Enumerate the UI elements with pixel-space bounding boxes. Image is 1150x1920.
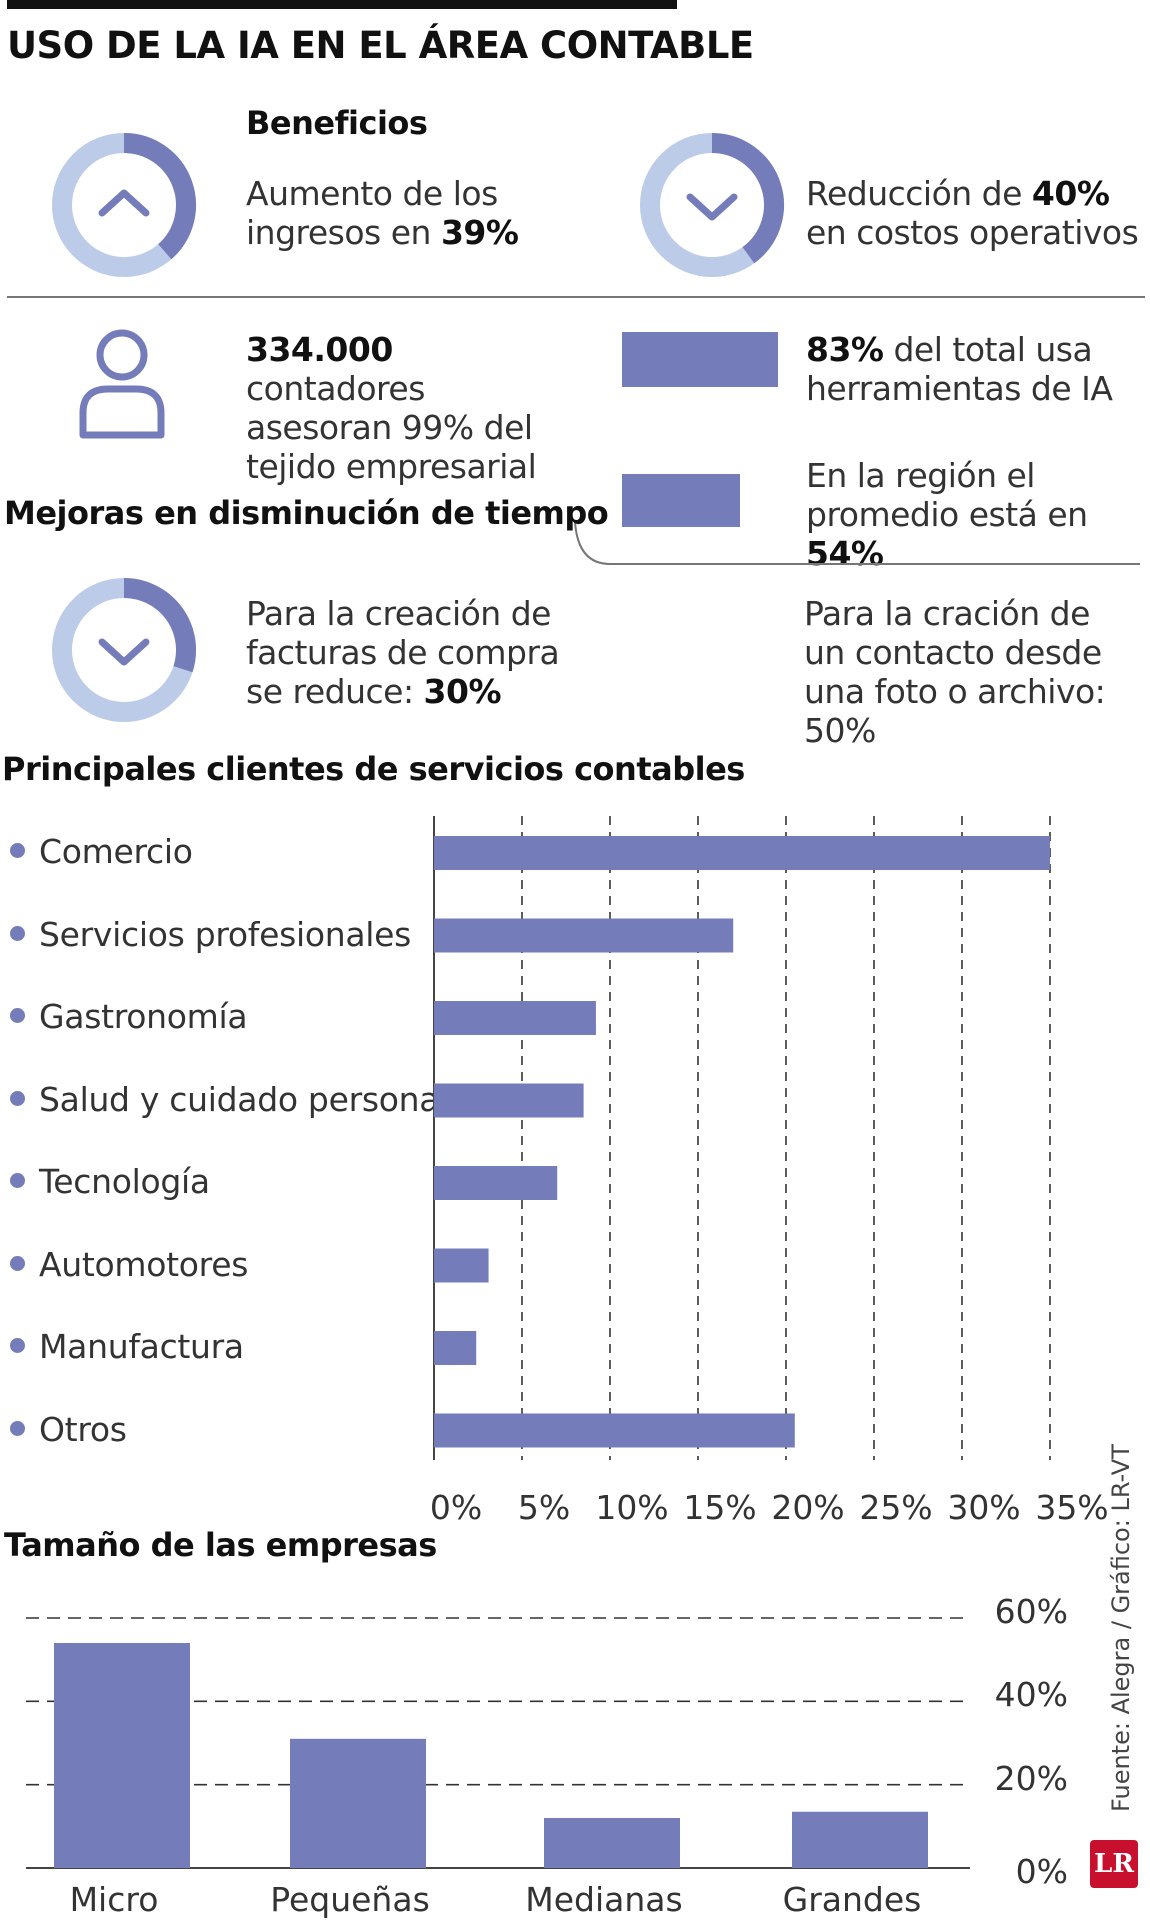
clients-bar — [434, 1331, 477, 1365]
page-title: USO DE LA IA EN EL ÁREA CONTABLE — [7, 24, 754, 67]
usage-region-bar — [622, 474, 740, 527]
size-category-label: Medianas — [525, 1880, 683, 1919]
clients-x-tick: 20% — [771, 1488, 845, 1527]
invoices-ring-icon — [52, 578, 197, 722]
title-rule — [7, 0, 677, 9]
bullet-dot-icon — [10, 925, 25, 941]
clients-x-tick: 30% — [947, 1488, 1021, 1527]
size-bar — [544, 1818, 680, 1868]
clients-category-label: Comercio — [10, 832, 193, 871]
size-y-tick: 0% — [1015, 1852, 1068, 1891]
clients-category-text: Manufactura — [39, 1327, 244, 1366]
clients-chart-title: Principales clientes de servicios contab… — [2, 750, 745, 788]
clients-category-label: Manufactura — [10, 1327, 244, 1366]
clients-x-tick: 10% — [595, 1488, 669, 1527]
clients-category-label: Tecnología — [10, 1162, 210, 1201]
clients-x-tick: 0% — [429, 1488, 483, 1527]
bullet-dot-icon — [10, 1255, 25, 1271]
clients-category-label: Gastronomía — [10, 997, 248, 1036]
costs-text: Reducción de 40% en costos operativos — [806, 174, 1139, 252]
clients-x-tick: 25% — [859, 1488, 933, 1527]
size-chart-title: Tamaño de las empresas — [4, 1526, 437, 1564]
size-category-label: Grandes — [782, 1880, 922, 1919]
lr-logo: LR — [1090, 1840, 1138, 1888]
bullet-dot-icon — [10, 1173, 25, 1188]
benefits-heading: Beneficios — [246, 104, 428, 142]
size-bar — [54, 1643, 190, 1868]
clients-category-label: Otros — [10, 1410, 127, 1449]
clients-x-tick: 5% — [517, 1488, 571, 1527]
income-ring-icon — [52, 133, 197, 277]
clients-category-label: Automotores — [10, 1245, 248, 1284]
chevron-up-icon — [98, 189, 150, 217]
clients-x-tick: 15% — [683, 1488, 757, 1527]
size-y-tick: 60% — [994, 1592, 1068, 1631]
size-category-label: Micro — [69, 1880, 159, 1919]
clients-category-text: Otros — [39, 1409, 127, 1449]
clients-category-text: Servicios profesionales — [39, 914, 412, 954]
usage-bracket-line — [574, 521, 1140, 565]
clients-bar-chart — [433, 816, 1051, 1460]
usage-total-bar — [622, 332, 779, 387]
accountants-text: 334.000 contadores asesoran 99% del teji… — [246, 330, 537, 486]
clients-bar — [434, 1083, 584, 1118]
clients-category-text: Salud y cuidado personal — [39, 1079, 449, 1119]
bullet-dot-icon — [10, 1008, 25, 1023]
section-divider — [7, 296, 1145, 298]
clients-bar — [434, 1166, 558, 1200]
clients-category-text: Comercio — [39, 832, 193, 871]
size-y-tick: 40% — [994, 1675, 1068, 1715]
chevron-down-icon — [98, 638, 150, 666]
size-bar — [792, 1811, 928, 1868]
clients-x-tick: 35% — [1035, 1488, 1109, 1527]
size-category-label: Pequeñas — [270, 1880, 430, 1919]
clients-bar — [434, 918, 734, 953]
costs-ring-icon — [640, 133, 785, 277]
clients-bar — [434, 836, 1050, 870]
usage-total-text: 83% del total usa herramientas de IA — [806, 330, 1113, 408]
clients-category-text: Gastronomía — [39, 997, 248, 1036]
invoices-text: Para la creación de facturas de compra s… — [246, 594, 560, 711]
contact-text: Para la cración de un contacto desde una… — [804, 594, 1106, 750]
clients-category-text: Tecnología — [39, 1162, 210, 1201]
chevron-down-icon — [686, 193, 738, 221]
bullet-dot-icon — [10, 1420, 25, 1436]
size-bar — [290, 1738, 426, 1868]
clients-category-label: Servicios profesionales — [10, 915, 411, 954]
bullet-dot-icon — [10, 843, 25, 858]
bullet-dot-icon — [10, 1338, 25, 1353]
bullet-dot-icon — [10, 1090, 25, 1106]
clients-bar — [434, 1001, 596, 1035]
clients-category-label: Salud y cuidado personal — [10, 1080, 448, 1119]
source-note: Fuente: Alegra / Gráfico: LR-VT — [1107, 1444, 1135, 1812]
clients-bar — [434, 1413, 795, 1448]
usage-region-text: En la región el promedio está en 54% — [806, 456, 1088, 573]
time-heading: Mejoras en disminución de tiempo — [4, 494, 609, 532]
income-text: Aumento de los ingresos en 39% — [246, 174, 519, 252]
clients-bar — [434, 1248, 489, 1283]
person-icon — [79, 329, 165, 439]
clients-category-text: Automotores — [39, 1244, 249, 1284]
size-y-tick: 20% — [994, 1758, 1068, 1798]
